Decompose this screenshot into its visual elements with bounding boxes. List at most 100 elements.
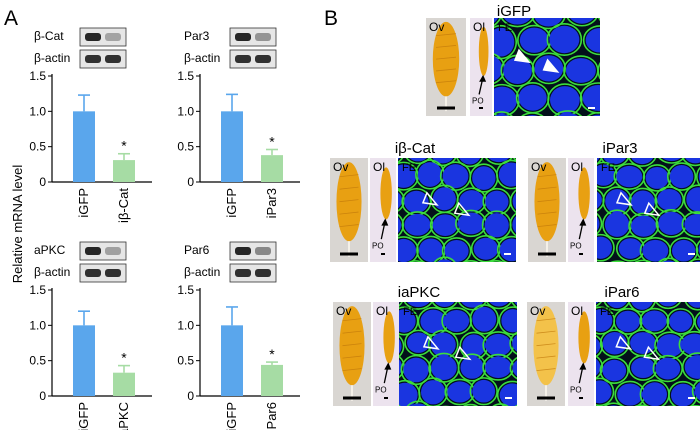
- po-label: PO: [472, 96, 484, 105]
- nucleus: [442, 164, 469, 189]
- cell-membrane: [433, 256, 456, 262]
- y-tick-label: 0.5: [29, 354, 46, 368]
- bar-control: [73, 325, 95, 396]
- image-group-5: iPar6 Ov Ol PO FE: [527, 284, 700, 428]
- nucleus: [473, 237, 499, 260]
- y-tick-label: 1.0: [29, 104, 46, 118]
- nucleus: [418, 238, 443, 262]
- po-arrow-head: [384, 362, 392, 370]
- group-title: iaPKC: [398, 284, 441, 301]
- nucleus: [629, 407, 655, 428]
- nucleus: [596, 302, 599, 304]
- cell-membrane: [405, 158, 431, 165]
- po-arrow-head: [579, 362, 587, 370]
- cell-membrane: [603, 402, 624, 406]
- nucleus: [697, 315, 700, 329]
- nucleus: [596, 309, 613, 332]
- nucleus: [459, 158, 481, 165]
- group-title: iPar3: [602, 140, 637, 157]
- chart-1: β-Cat β-actin 0 0.5 1.0 1.5 iGFP * iβ-Cat: [29, 27, 152, 223]
- blot-actin-label: β-actin: [184, 265, 220, 279]
- nucleus: [459, 407, 483, 430]
- ovary: [339, 306, 365, 386]
- x-tick-label: iGFP: [76, 188, 91, 218]
- nucleus: [403, 357, 429, 383]
- nucleus: [420, 380, 446, 405]
- nucleus: [444, 309, 470, 332]
- nucleus: [582, 85, 600, 111]
- y-tick-label: 1.0: [29, 318, 46, 332]
- blot-band: [85, 55, 101, 63]
- y-tick-label: 0: [187, 175, 194, 189]
- fe-label: FE: [402, 162, 416, 174]
- ov-label: Ov: [530, 304, 545, 318]
- ovariole-line: [342, 355, 362, 359]
- cell-membrane: [486, 302, 512, 310]
- y-tick-label: 1.5: [29, 283, 46, 297]
- po-arrow-head: [381, 218, 389, 226]
- cell-membrane: [596, 334, 604, 358]
- nucleus: [658, 211, 685, 235]
- ov-label: Ov: [333, 160, 348, 174]
- cell-membrane: [399, 404, 401, 406]
- ov-label: Ov: [429, 20, 444, 34]
- nucleus: [602, 332, 627, 355]
- fe-label: FE: [403, 306, 417, 318]
- cell-membrane: [469, 304, 500, 335]
- cell-membrane: [403, 302, 433, 310]
- ovariole-line: [342, 318, 362, 322]
- y-tick-label: 1.0: [177, 318, 194, 332]
- cell-membrane: [441, 237, 472, 262]
- target-blot: [79, 241, 127, 261]
- nucleus: [432, 214, 458, 236]
- nucleus: [592, 114, 600, 116]
- nucleus: [398, 192, 403, 209]
- group-title: iPar6: [604, 284, 639, 301]
- cell-membrane: [520, 112, 544, 116]
- nucleus: [693, 261, 700, 262]
- nucleus: [407, 302, 430, 308]
- nucleus: [498, 162, 516, 187]
- fe-label: FE: [601, 162, 615, 174]
- cell-membrane: [666, 308, 695, 335]
- ovariole-line: [537, 211, 557, 215]
- nucleus: [670, 383, 695, 406]
- oocyte: [478, 26, 489, 76]
- cell-membrane: [628, 302, 656, 313]
- cell-membrane: [553, 110, 583, 116]
- y-tick-label: 0.5: [177, 354, 194, 368]
- ovariole-line: [339, 199, 359, 203]
- blot-band: [105, 247, 121, 255]
- nucleus: [485, 356, 512, 378]
- cell-membrane: [639, 307, 670, 335]
- nucleus: [484, 263, 508, 286]
- nucleus: [604, 212, 630, 237]
- oocyte: [578, 311, 590, 364]
- nucleus: [512, 334, 517, 352]
- y-tick-label: 0: [39, 175, 46, 189]
- open-arrowhead: [421, 191, 439, 206]
- nucleus: [494, 27, 515, 57]
- nucleus: [618, 238, 643, 259]
- ovariole-line: [537, 186, 557, 190]
- ov-label: Ov: [531, 160, 546, 174]
- cell-membrane: [599, 356, 629, 385]
- nucleus: [600, 0, 627, 25]
- cell-membrane: [684, 302, 700, 311]
- ovariole-line: [435, 80, 457, 84]
- nucleus: [577, 263, 601, 285]
- ovariole-line: [536, 368, 556, 372]
- nucleus: [398, 164, 417, 188]
- ovary: [432, 21, 460, 97]
- cell-membrane: [634, 404, 650, 406]
- nucleus: [399, 382, 418, 406]
- oi-label: Ol: [571, 160, 583, 174]
- nucleus: [512, 405, 537, 430]
- blot-band: [235, 33, 251, 41]
- nucleus: [434, 302, 455, 307]
- nucleus: [420, 309, 447, 334]
- nucleus: [512, 216, 516, 234]
- nucleus: [404, 263, 427, 284]
- ovary: [336, 162, 362, 242]
- blot-band: [85, 269, 101, 277]
